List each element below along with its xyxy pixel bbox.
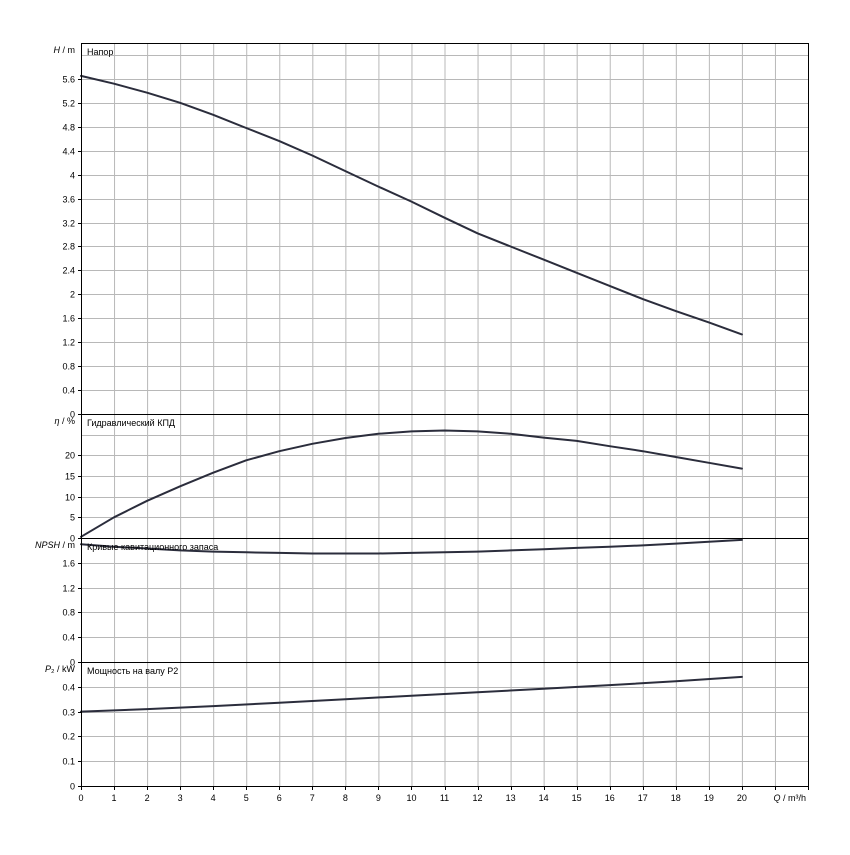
head-ytick-label: 2.8 [62, 242, 75, 252]
xtick-label: 10 [406, 793, 416, 803]
npsh-ytick-label: 1.2 [62, 584, 75, 594]
head-curve [80, 74, 743, 336]
head-panel-title: Напор [87, 47, 113, 57]
efficiency-panel-title: Гидравлический КПД [87, 418, 175, 428]
head-ytick-label: 0 [70, 410, 75, 420]
npsh-curve [80, 538, 743, 555]
npsh-ytick-label: 0 [70, 658, 75, 668]
xtick-label: 12 [473, 793, 483, 803]
xtick-label: 6 [277, 793, 282, 803]
xtick-label: 17 [638, 793, 648, 803]
xtick-label: 4 [211, 793, 216, 803]
power-ytick-label: 0.4 [62, 683, 75, 693]
xtick-label: 2 [145, 793, 150, 803]
xtick-label: 8 [343, 793, 348, 803]
efficiency-y-axis-label: η / % [54, 416, 75, 426]
frame-layer [78, 43, 809, 790]
power-ytick-label: 0 [70, 782, 75, 792]
head-ytick-label: 4.4 [62, 147, 75, 157]
xtick-label: 3 [178, 793, 183, 803]
head-ytick-label: 0.8 [62, 362, 75, 372]
head-ytick-label: 2.4 [62, 266, 75, 276]
head-ytick-label: 2 [70, 290, 75, 300]
xtick-label: 20 [737, 793, 747, 803]
power-ytick-label: 0.2 [62, 732, 75, 742]
xtick-label: 15 [572, 793, 582, 803]
efficiency-ytick-label: 15 [65, 472, 75, 482]
xtick-label: 0 [78, 793, 83, 803]
head-ytick-label: 3.2 [62, 219, 75, 229]
curves-layer [80, 74, 743, 713]
xtick-label: 11 [440, 793, 449, 803]
xtick-label: 1 [112, 793, 117, 803]
power-ytick-label: 0.1 [62, 757, 75, 767]
npsh-panel-title: Кривые кавитационного запаса [87, 542, 218, 552]
head-ytick-label: 3.6 [62, 195, 75, 205]
npsh-y-axis-label: NPSH / m [35, 540, 75, 550]
xtick-label: 18 [671, 793, 681, 803]
xtick-label: 14 [539, 793, 549, 803]
head-ytick-label: 1.2 [62, 338, 75, 348]
head-ytick-label: 1.6 [62, 314, 75, 324]
labels-layer: 0 0.4 0.8 1.2 1.6 2 2.4 2.8 3.2 3.6 4 4.4 4.8 5.2 5.6 H… [35, 45, 806, 803]
npsh-ytick-label: 1.6 [62, 559, 75, 569]
power-curve [80, 675, 743, 713]
xtick-label: 9 [376, 793, 381, 803]
head-ytick-label: 5.6 [62, 75, 75, 85]
xtick-label: 5 [244, 793, 249, 803]
head-ytick-label: 4.8 [62, 123, 75, 133]
npsh-ytick-label: 0.4 [62, 633, 75, 643]
xtick-label: 7 [310, 793, 315, 803]
power-panel-title: Мощность на валу P2 [87, 666, 178, 676]
head-ytick-label: 0.4 [62, 386, 75, 396]
head-y-axis-label: H / m [54, 45, 76, 55]
xtick-label: 16 [605, 793, 615, 803]
efficiency-ytick-label: 10 [65, 493, 75, 503]
power-y-axis-label: P₂ / kW [45, 664, 76, 674]
head-ytick-label: 5.2 [62, 99, 75, 109]
efficiency-ytick-label: 20 [65, 451, 75, 461]
power-ytick-label: 0.3 [62, 708, 75, 718]
head-ytick-label: 4 [70, 171, 75, 181]
xtick-label: 13 [506, 793, 516, 803]
efficiency-curve [80, 429, 743, 538]
x-axis-label: Q / m³/h [773, 793, 806, 803]
efficiency-ytick-label: 5 [70, 513, 75, 523]
npsh-ytick-label: 0.8 [62, 608, 75, 618]
xtick-label: 19 [704, 793, 714, 803]
efficiency-ytick-label: 0 [70, 534, 75, 544]
